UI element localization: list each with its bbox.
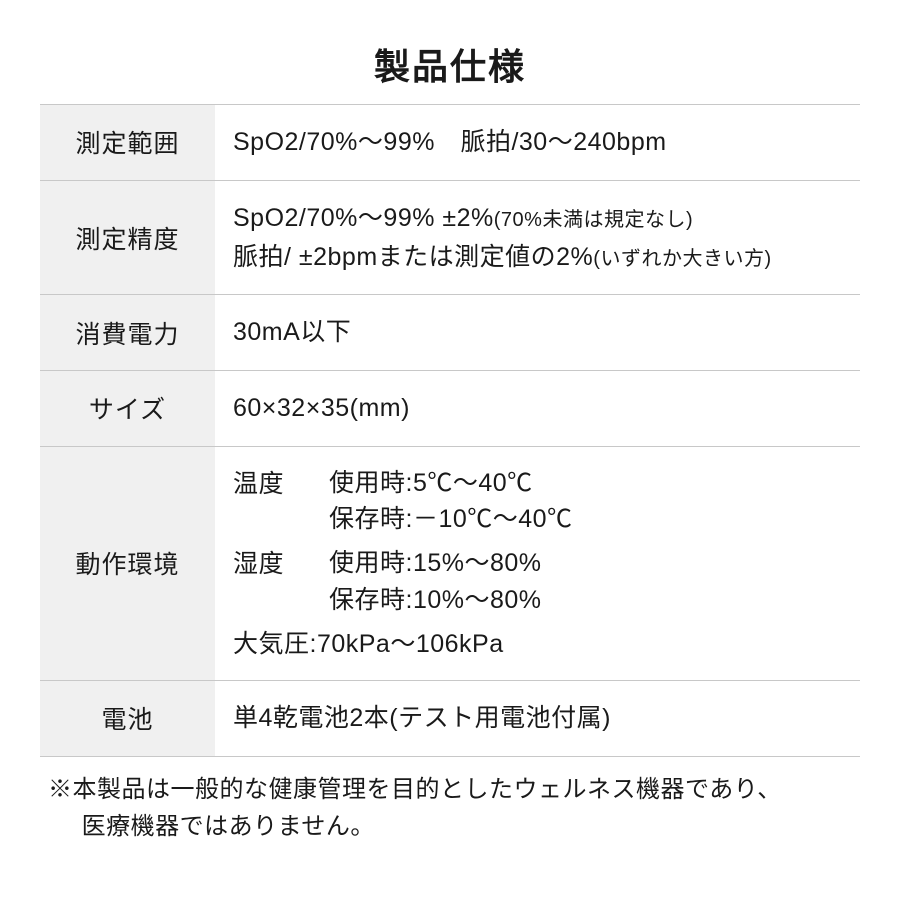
table-row: サイズ 60×32×35(mm) [40,371,860,447]
footnote-line2: 医療機器ではありません。 [48,813,375,840]
env-humid-label: 湿度 [233,545,329,584]
env-humid-store: 保存時:10%～80% [329,586,542,614]
row-label: 消費電力 [40,295,215,371]
row-value: 温度 使用時:5℃～40℃ 保存時:－10℃～40℃ 湿度 使用時:15%～80… [215,446,860,680]
row-value: 30mA以下 [215,295,860,371]
footnote: ※本製品は一般的な健康管理を目的としたウェルネス機器であり、 医療機器ではありま… [40,771,860,845]
accuracy-line1-note: (70%未満は規定なし) [494,209,693,231]
page-title: 製品仕様 [40,38,860,90]
row-label: サイズ [40,371,215,447]
table-row: 測定精度 SpO2/70%～99% ±2%(70%未満は規定なし) 脈拍/ ±2… [40,180,860,295]
footnote-line1: ※本製品は一般的な健康管理を目的としたウェルネス機器であり、 [48,776,782,803]
env-temp-store: 保存時:－10℃～40℃ [329,505,573,533]
spec-table: 測定範囲 SpO2/70%～99% 脈拍/30～240bpm 測定精度 SpO2… [40,104,860,757]
table-row: 測定範囲 SpO2/70%～99% 脈拍/30～240bpm [40,105,860,181]
table-row: 電池 単4乾電池2本(テスト用電池付属) [40,681,860,757]
row-label: 測定範囲 [40,105,215,181]
row-label: 電池 [40,681,215,757]
row-value: 単4乾電池2本(テスト用電池付属) [215,681,860,757]
row-label: 測定精度 [40,180,215,295]
env-temperature: 温度 使用時:5℃～40℃ 保存時:－10℃～40℃ [233,465,854,538]
env-pressure-value: 大気圧:70kPa～106kPa [233,626,504,662]
table-row: 動作環境 温度 使用時:5℃～40℃ 保存時:－10℃～40℃ 湿度 使用時:1… [40,446,860,680]
table-row: 消費電力 30mA以下 [40,295,860,371]
env-temp-label: 温度 [233,465,329,504]
row-value: SpO2/70%～99% 脈拍/30～240bpm [215,105,860,181]
row-value: SpO2/70%～99% ±2%(70%未満は規定なし) 脈拍/ ±2bpmまた… [215,180,860,295]
accuracy-line2-main: 脈拍/ ±2bpmまたは測定値の2% [233,243,593,271]
row-value: 60×32×35(mm) [215,371,860,447]
env-temp-use: 使用時:5℃～40℃ [329,469,533,497]
row-label: 動作環境 [40,446,215,680]
env-humid-use: 使用時:15%～80% [329,549,542,577]
accuracy-line1-main: SpO2/70%～99% ±2% [233,204,494,232]
accuracy-line2-note: (いずれか大きい方) [593,248,771,270]
env-humidity: 湿度 使用時:15%～80% 保存時:10%～80% [233,545,854,618]
env-pressure: 大気圧:70kPa～106kPa [233,626,854,662]
